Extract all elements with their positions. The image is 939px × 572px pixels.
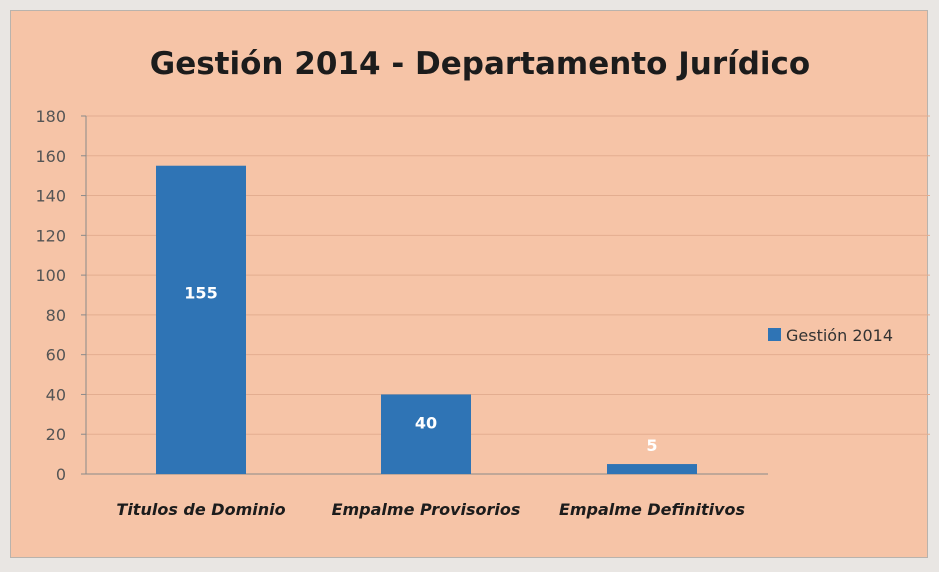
legend-swatch bbox=[768, 328, 781, 341]
axes: 0 20 40 60 80 100 120 140 160 180 bbox=[35, 107, 768, 484]
y-tick-label: 120 bbox=[35, 226, 66, 245]
y-tick-label: 160 bbox=[35, 147, 66, 166]
data-label: 40 bbox=[415, 414, 437, 433]
chart-background bbox=[11, 11, 927, 557]
data-labels: 155 40 5 bbox=[184, 283, 657, 455]
legend-label: Gestión 2014 bbox=[786, 326, 893, 345]
chart-frame bbox=[10, 10, 928, 558]
bar bbox=[381, 394, 471, 474]
bars bbox=[156, 165, 697, 474]
y-tick-label: 0 bbox=[56, 465, 66, 484]
y-tick-label: 80 bbox=[46, 306, 66, 325]
bar bbox=[156, 165, 246, 474]
y-tick-label: 140 bbox=[35, 187, 66, 206]
y-tick-label: 20 bbox=[46, 425, 66, 444]
bar bbox=[607, 464, 697, 474]
y-tick-label: 60 bbox=[46, 346, 66, 365]
legend: Gestión 2014 bbox=[768, 326, 893, 345]
y-tick-label: 40 bbox=[46, 385, 66, 404]
y-tick-label: 180 bbox=[35, 107, 66, 126]
x-tick-label: Empalme Definitivos bbox=[559, 500, 745, 519]
chart-title: Gestión 2014 - Departamento Jurídico bbox=[150, 46, 810, 82]
y-tick-label: 100 bbox=[35, 266, 66, 285]
x-tick-label: Empalme Provisorios bbox=[332, 500, 521, 519]
data-label: 155 bbox=[184, 283, 217, 302]
category-labels: Titulos de Dominio Empalme Provisorios Emp… bbox=[116, 500, 745, 519]
data-label: 5 bbox=[646, 436, 657, 455]
x-tick-label: Titulos de Dominio bbox=[116, 500, 285, 519]
